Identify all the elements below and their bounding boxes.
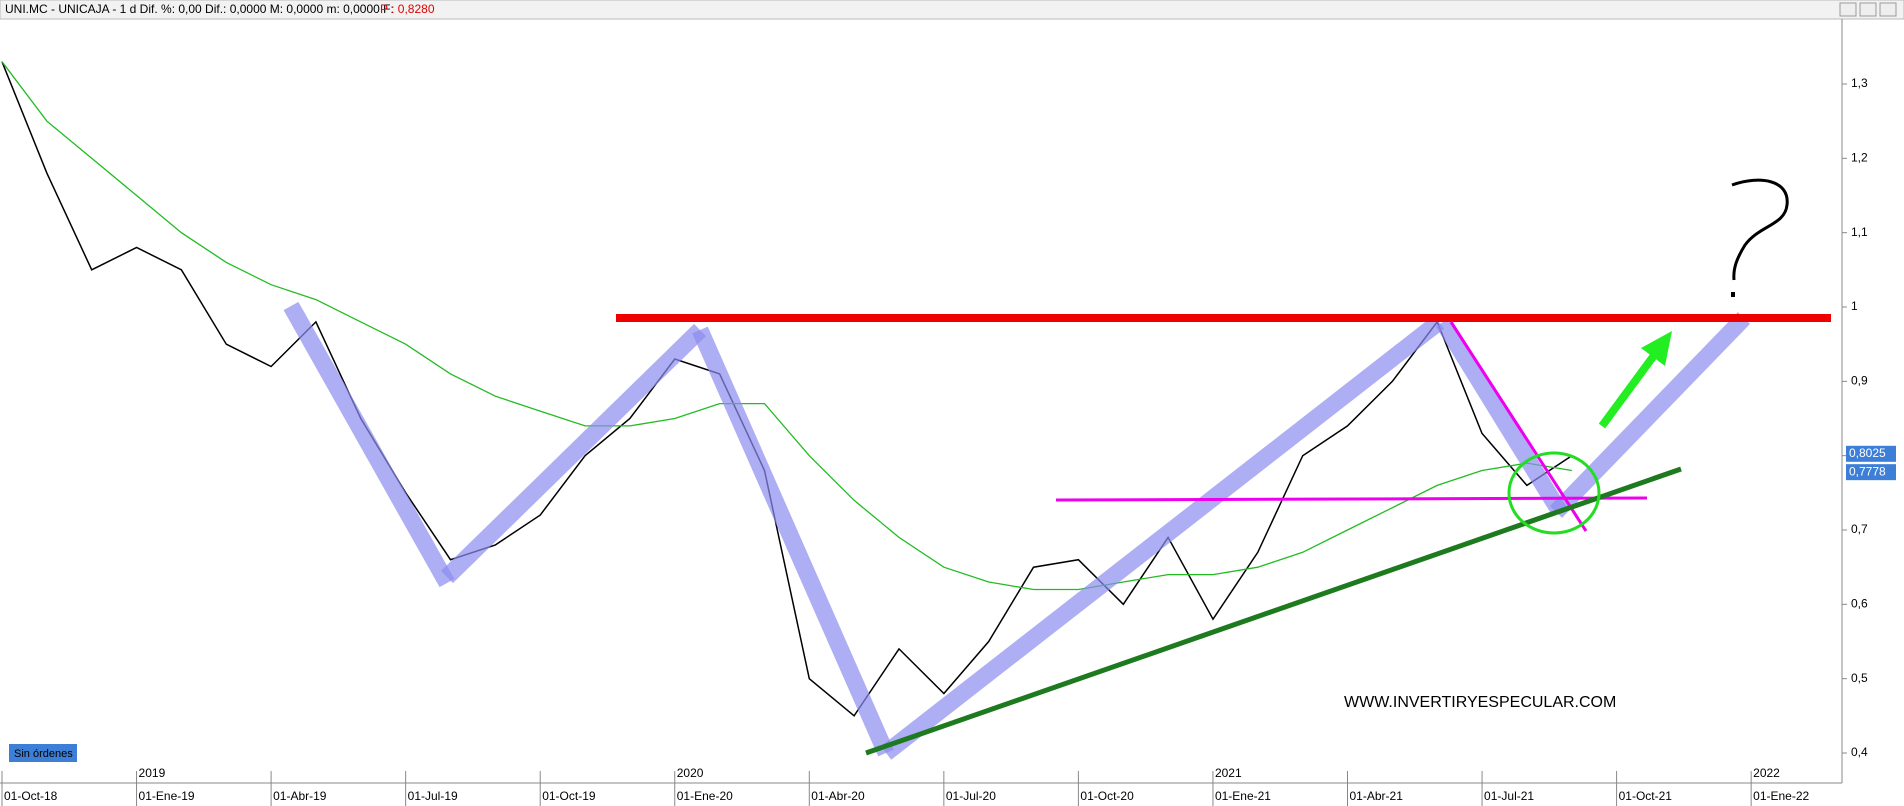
year-label: 2021 (1215, 766, 1242, 780)
header-last: P : 0,8280 (380, 2, 435, 16)
question-dot (1731, 292, 1735, 297)
uptrend-line (865, 466, 1682, 756)
price-tag (1846, 464, 1896, 481)
y-tick-label: 0,4 (1851, 745, 1868, 759)
x-tick-label: 01-Abr-19 (273, 789, 327, 803)
arrow-shaft (1598, 347, 1662, 429)
trend-band (1549, 312, 1751, 518)
orders-text: Sin órdenes (14, 748, 73, 760)
y-tick-label: 1,3 (1851, 76, 1868, 90)
y-tick-label: 1,1 (1851, 225, 1868, 239)
annotations (283, 178, 1831, 760)
downtrend-line (1449, 321, 1588, 532)
trend-band (1435, 317, 1568, 517)
support-line (1055, 496, 1648, 502)
price-tag-label: 0,8025 (1849, 446, 1886, 460)
minimize-button[interactable] (1839, 2, 1857, 17)
x-tick-label: 01-Ene-19 (139, 789, 195, 803)
trend-band (283, 301, 455, 588)
x-tick-label: 01-Abr-20 (811, 789, 865, 803)
maximize-button[interactable] (1859, 2, 1877, 17)
x-tick-label: 01-Jul-21 (1484, 789, 1534, 803)
header-bar (0, 0, 1904, 20)
price-tag-label: 0,7778 (1849, 464, 1886, 478)
price-tag (1846, 445, 1896, 462)
highlight-circle (1507, 451, 1601, 535)
question-mark (1731, 178, 1789, 281)
x-tick-label: 01-Oct-21 (1619, 789, 1673, 803)
price-line (1, 61, 1573, 717)
close-button[interactable] (1879, 2, 1897, 17)
moving-average-line (1, 61, 1572, 591)
x-tick-label: 01-Jul-19 (408, 789, 458, 803)
y-tick-label: 1 (1851, 299, 1858, 313)
header-info: UNI.MC - UNICAJA - 1 d Dif. %: 0,00 Dif.… (5, 2, 394, 16)
x-tick-label: 01-Oct-19 (542, 789, 596, 803)
trend-band (880, 315, 1445, 760)
x-tick-label: 01-Oct-20 (1080, 789, 1134, 803)
y-tick-label: 0,9 (1851, 374, 1868, 388)
x-tick-label: 01-Ene-20 (677, 789, 733, 803)
trend-bands (283, 301, 1751, 760)
x-tick-label: 01-Abr-21 (1350, 789, 1404, 803)
window-buttons[interactable] (1839, 2, 1897, 17)
year-label: 2019 (139, 766, 166, 780)
x-tick-label: 01-Jul-20 (946, 789, 996, 803)
x-tick-label: 01-Ene-22 (1753, 789, 1809, 803)
orders-badge (9, 744, 77, 762)
y-tick-label: 0,7 (1851, 522, 1868, 536)
trend-band (692, 326, 894, 757)
x-tick-label: 01-Oct-18 (4, 789, 58, 803)
y-tick-label: 0,6 (1851, 597, 1868, 611)
y-tick-label: 1,2 (1851, 151, 1868, 165)
x-tick-label: 01-Ene-21 (1215, 789, 1271, 803)
year-label: 2022 (1753, 766, 1780, 780)
y-tick-label: 0,5 (1851, 671, 1868, 685)
arrow-head (1641, 331, 1672, 366)
trend-band (441, 323, 706, 584)
watermark: WWW.INVERTIRYESPECULAR.COM (1344, 694, 1616, 711)
year-label: 2020 (677, 766, 704, 780)
